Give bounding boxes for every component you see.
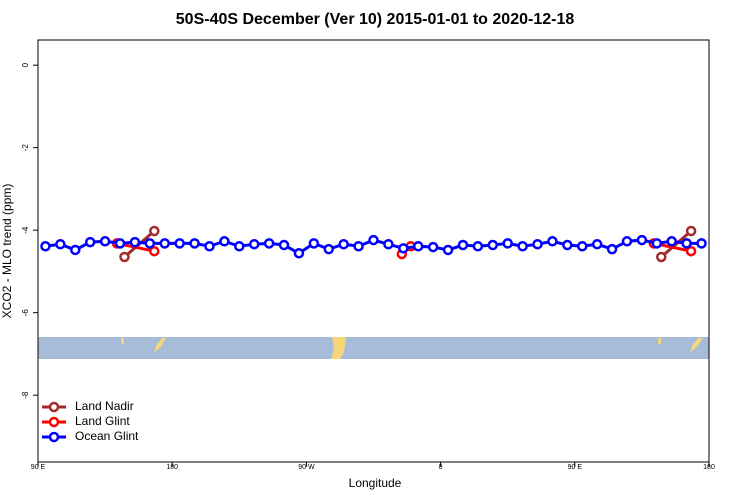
point [517,241,528,252]
point [621,236,633,247]
point [685,225,697,237]
x-axis-label: Longitude [349,476,402,490]
point [368,234,379,246]
point [412,241,424,252]
point [55,238,66,250]
point [666,236,677,247]
y-tick-label: -4 [21,226,30,234]
point [263,238,275,249]
x-tick-label: 180 [166,464,178,471]
x-tick-label: 0 [439,464,443,471]
point [651,238,663,249]
legend-label: Land Glint [75,414,130,428]
point [577,241,588,252]
point [442,244,454,256]
point [398,243,409,254]
point [591,238,603,250]
point [174,238,185,249]
y-tick-label: -8 [21,391,30,399]
x-tick-label: 180 [703,464,715,471]
point [457,239,469,251]
point [487,239,499,251]
point [149,225,160,237]
point [114,238,126,249]
y-tick-label: 0 [21,62,30,67]
x-tick-label: 90 E [31,464,46,471]
legend-marker [48,431,60,443]
point [472,241,484,252]
point [532,238,543,250]
point [353,241,364,252]
point [323,243,335,255]
point [189,238,200,249]
point [219,236,230,247]
point [308,238,320,249]
point [338,238,349,250]
point [204,241,215,252]
point [40,241,51,252]
legend-marker [48,416,60,428]
y-tick-label: -6 [21,309,30,317]
x-tick-label: 90 E [568,464,583,471]
point [606,243,618,255]
point [99,236,111,247]
map-strip [38,337,709,359]
point [427,241,439,253]
point [636,234,648,246]
point [234,241,245,252]
point [84,236,96,248]
point [656,251,667,263]
point [144,238,156,249]
point [70,244,81,256]
point [129,236,141,248]
plot-frame [37,39,710,463]
chart-title: 50S-40S December (Ver 10) 2015-01-01 to … [176,11,575,28]
legend-label: Ocean Glint [75,429,139,443]
legend-label: Land Nadir [75,399,134,413]
point [278,239,290,251]
point [696,238,707,249]
point [685,245,697,257]
y-tick-label: -2 [21,144,30,152]
point [248,238,260,250]
point [383,238,394,250]
point [502,238,513,249]
point [681,238,692,249]
point [547,236,558,247]
point [149,245,160,257]
point [159,238,170,249]
x-tick-label: 90 W [298,464,315,471]
point [293,248,305,259]
point [119,251,130,263]
y-axis-label: XCO2 - MLO trend (ppm) [0,184,14,319]
legend-marker [48,401,60,413]
point [562,239,573,251]
